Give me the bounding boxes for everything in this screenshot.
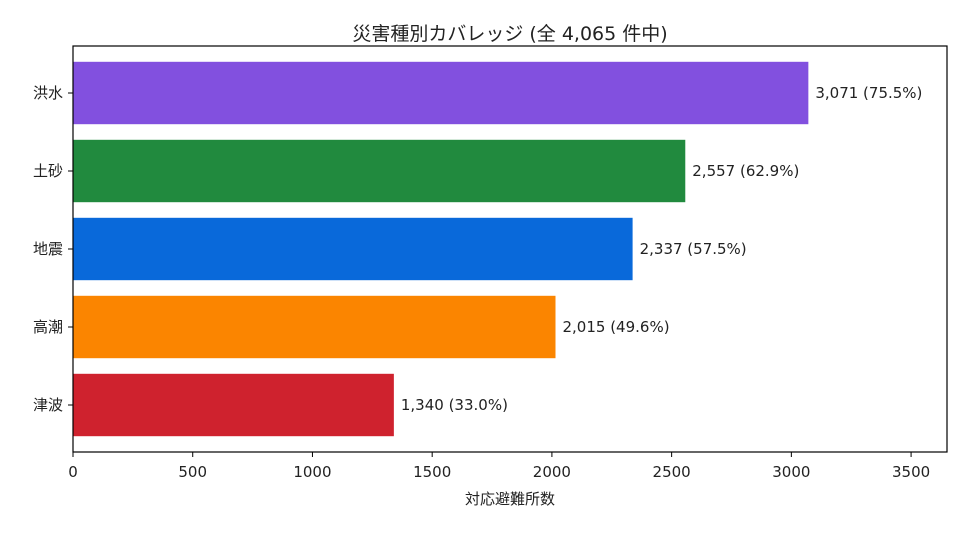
data-label-1: 3,071 (75.5%) [815,84,922,102]
bar-5 [73,373,394,437]
x-tick-label-3: 1000 [293,463,331,481]
data-label-2: 2,557 (62.9%) [692,162,799,180]
x-tick-label-2: 500 [178,463,207,481]
x-tick-label-8: 3500 [892,463,930,481]
x-tick-label-1: 0 [68,463,78,481]
chart-title: 災害種別カバレッジ (全 4,065 件中) [352,23,667,45]
data-label-3: 2,337 (57.5%) [640,240,747,258]
data-labels-layer: 3,071 (75.5%) 2,557 (62.9%) 2,337 (57.5%) 2… [401,84,923,414]
x-tick-label-7: 3000 [772,463,810,481]
y-tick-label-1: 洪水 [33,84,63,102]
bar-3 [73,217,633,281]
x-tick-label-5: 2000 [533,463,571,481]
plot-frame [72,45,948,453]
x-axis-label: 対応避難所数 [465,490,555,508]
x-tick-label-6: 2500 [653,463,691,481]
bars-layer [73,61,809,437]
bar-4 [73,295,556,359]
bar-2 [73,139,686,203]
y-tick-label-2: 土砂 [33,162,63,180]
y-tick-label-5: 津波 [33,396,63,414]
bar-1 [73,61,809,125]
y-tick-label-3: 地震 [33,240,63,258]
x-tick-label-4: 1500 [413,463,451,481]
data-label-4: 2,015 (49.6%) [562,318,669,336]
y-tick-label-4: 高潮 [33,318,63,336]
data-label-5: 1,340 (33.0%) [401,396,508,414]
